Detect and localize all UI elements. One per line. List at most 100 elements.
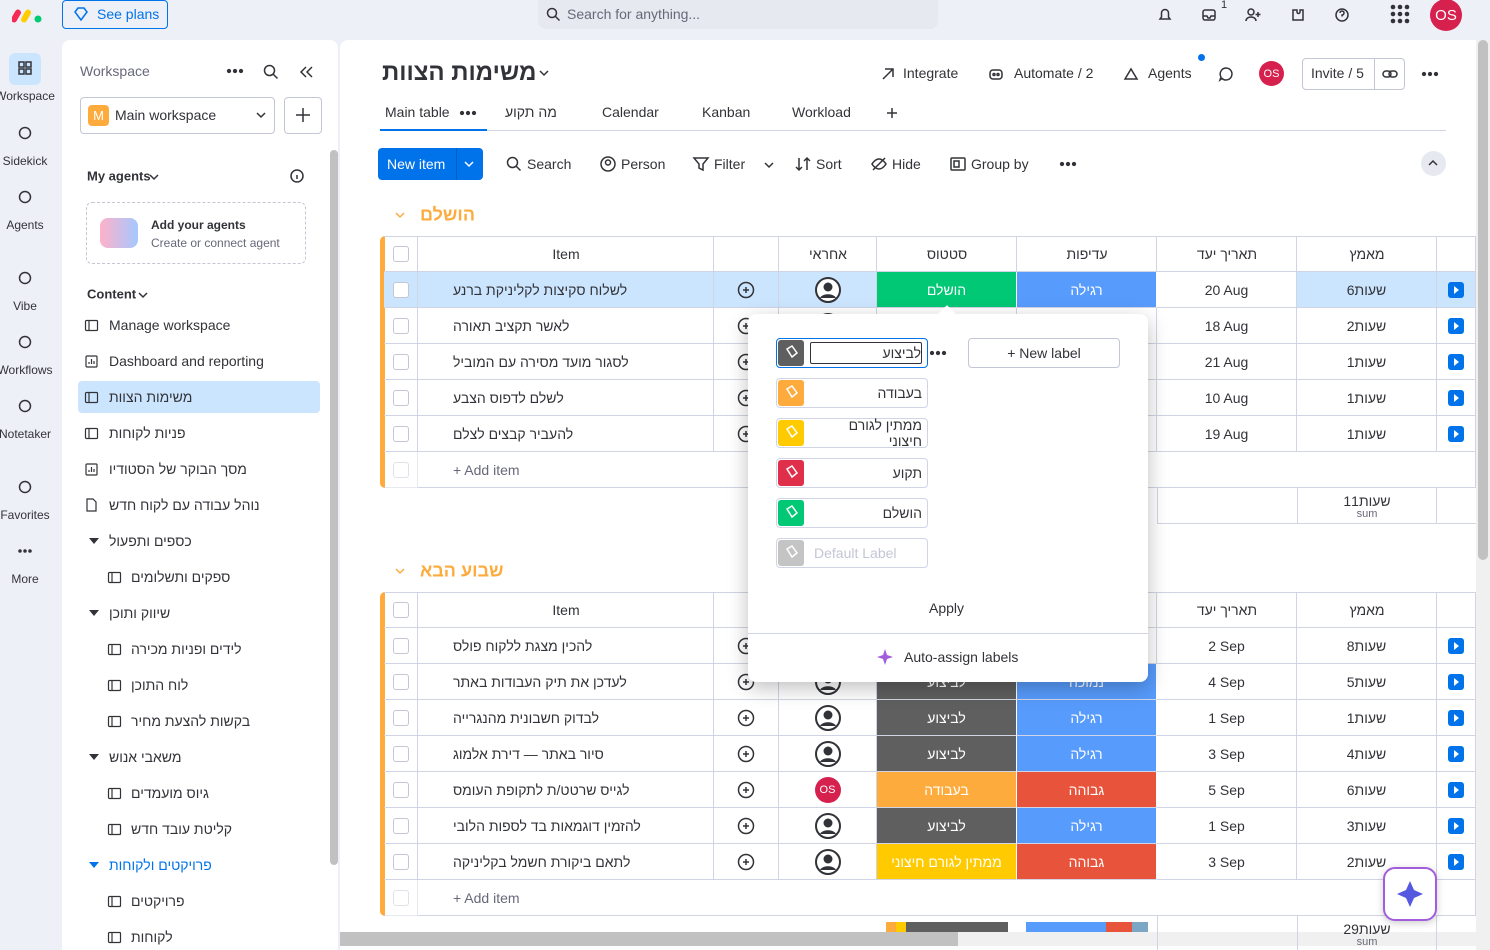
user-avatar[interactable]: OS [1430,0,1462,31]
view-tab[interactable]: Kanban [702,104,751,120]
item-name[interactable]: לבדוק חשבונית מהנגרייה [453,709,600,726]
sidebar-item[interactable]: מסך הבוקר של הסטודיו [109,461,247,477]
integrate-button[interactable]: Integrate [903,65,959,81]
priority-label[interactable]: רגילה [1070,817,1103,834]
item-name[interactable]: להכין מצגת ללקוח פולס [453,637,593,654]
chevron[interactable] [252,106,270,124]
automate-icon[interactable] [987,65,1005,83]
priority-label[interactable]: גבוהה [1068,781,1105,798]
invite-members[interactable] [1244,6,1262,24]
open-item[interactable] [1448,425,1464,442]
sidebar-item[interactable]: פרויקטים [131,893,185,909]
owner-placeholder[interactable] [814,704,841,731]
group-title[interactable]: שבוע הבא [420,560,504,581]
item-name[interactable]: לאשר תקציב תאורה [453,317,570,334]
label-input-box[interactable] [776,338,928,368]
help[interactable] [1333,6,1351,24]
checkbox[interactable] [392,781,409,798]
rail-label[interactable]: Notetaker [0,427,52,441]
sidebar-item[interactable]: קליטת עובד חדש [131,821,233,837]
open-item[interactable] [1448,709,1464,726]
invite-box[interactable] [1302,58,1405,90]
rail-label[interactable]: Workspace [0,89,55,103]
rail-icon[interactable] [16,333,34,351]
agents-button[interactable]: Agents [1148,65,1192,81]
effort[interactable]: 3שעות [1346,817,1387,834]
sidebar-item[interactable]: בקשות להצעת מחיר [131,713,251,729]
see-plans-button[interactable] [62,0,168,29]
folder-chevron[interactable] [85,856,103,874]
priority-label[interactable]: רגילה [1070,745,1103,762]
open-item[interactable] [1448,389,1464,406]
updates-icon[interactable] [1217,65,1235,83]
rail-icon[interactable] [16,124,34,142]
status-label[interactable]: בעבודה [924,781,969,798]
v-scroll-thumb[interactable] [1478,40,1488,560]
chevron[interactable] [535,64,553,82]
rail-icon[interactable] [16,397,34,415]
due-date[interactable]: 1 Sep [1208,817,1245,834]
owner-placeholder[interactable] [814,848,841,875]
sidekick-fab[interactable] [1383,867,1437,921]
chevron[interactable] [145,168,163,186]
notifications[interactable] [1156,6,1174,24]
owner-placeholder[interactable] [814,740,841,767]
item-name[interactable]: להזמין דוגמאות בד לספות הלובי [453,817,641,834]
group-title[interactable]: הושלם [420,204,475,225]
rail-label[interactable]: Favorites [0,508,50,522]
checkbox[interactable] [392,745,409,762]
effort[interactable]: 2שעות [1346,853,1387,870]
search-button[interactable]: Search [527,156,572,172]
sidebar-search[interactable] [262,63,280,81]
filter-button[interactable]: Filter [714,156,746,172]
sort-button[interactable]: Sort [816,156,842,172]
board-avatar[interactable]: OS [1259,61,1284,86]
sidebar-scroll[interactable] [330,150,338,865]
status-label[interactable]: הושלם [926,281,967,298]
rail-label[interactable]: Workflows [0,363,53,377]
checkbox[interactable] [392,317,409,334]
collapse-header[interactable] [1421,151,1446,176]
h-scroll-thumb[interactable] [340,932,958,946]
checkbox[interactable] [392,353,409,370]
updates-button[interactable] [736,852,756,872]
label-option-text[interactable]: בעבודה [877,385,922,401]
open-item[interactable] [1448,317,1464,334]
checkbox[interactable] [392,853,409,870]
rail-icon[interactable] [16,188,34,206]
column-header[interactable]: Item [552,246,580,262]
apply-button[interactable]: Apply [929,600,965,616]
column-header[interactable]: תאריך יעד [1196,246,1258,262]
add-item[interactable]: + Add item [453,889,520,906]
more-menu[interactable] [226,62,244,80]
view-tab[interactable]: מה תקוע [505,104,557,120]
effort[interactable]: 6שעות [1346,281,1387,298]
collapse-sidebar[interactable] [297,63,315,81]
checkbox[interactable] [392,817,409,834]
open-item[interactable] [1448,353,1464,370]
owner-placeholder[interactable] [814,812,841,839]
item-name[interactable]: לשלוח סקיצות לקליניקת ברנע [453,281,628,298]
owner-placeholder[interactable] [814,276,841,303]
rail-label[interactable]: More [11,572,39,586]
add-button[interactable] [284,97,322,134]
chevron[interactable] [460,155,478,173]
sidebar-item[interactable]: משאבי אנוש [109,749,182,765]
checkbox[interactable] [392,601,409,618]
chevron[interactable] [391,562,409,580]
rail-label[interactable]: Agents [6,218,44,232]
rail-icon[interactable] [16,542,34,560]
checkbox[interactable] [392,245,409,262]
due-date[interactable]: 21 Aug [1204,353,1249,370]
label-option[interactable] [776,498,928,528]
item-name[interactable]: לשלם לדפוס הצבע [453,389,564,406]
sidebar-item[interactable]: לידים ופניות מכירה [131,641,242,657]
due-date[interactable]: 2 Sep [1208,637,1245,654]
add-item[interactable]: + Add item [453,461,520,478]
person-button[interactable]: Person [621,156,666,172]
effort[interactable]: 6שעות [1346,781,1387,798]
effort[interactable]: 5שעות [1346,673,1387,690]
effort[interactable]: 8שעות [1346,637,1387,654]
label-option-text[interactable]: תקוע [892,465,922,481]
column-header[interactable]: מאמץ [1349,246,1385,262]
